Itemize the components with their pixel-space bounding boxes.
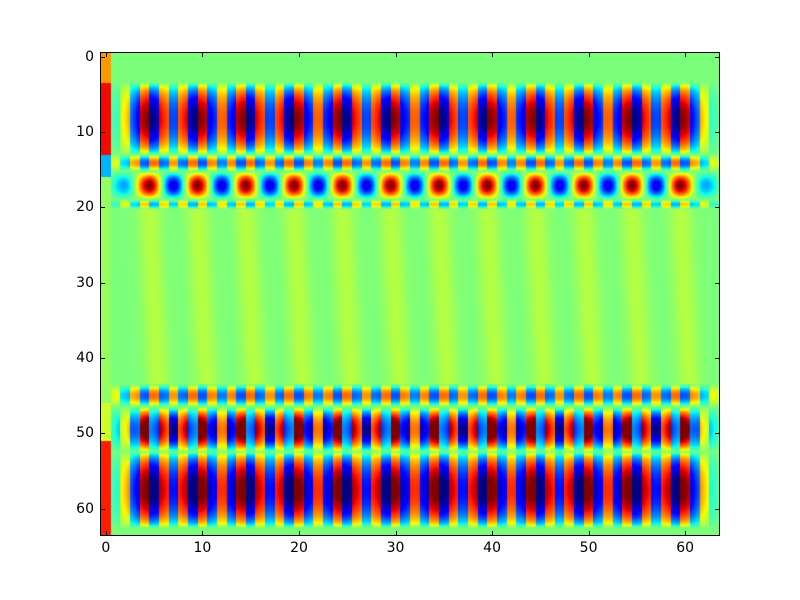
y-tick-label: 0 xyxy=(85,48,94,65)
y-tick-label: 60 xyxy=(76,500,94,517)
x-tick-label: 60 xyxy=(676,540,695,556)
heatmap-canvas xyxy=(101,53,719,535)
x-tick-label: 10 xyxy=(193,540,212,556)
y-tick-mark xyxy=(101,132,105,134)
y-tick-mark xyxy=(101,358,105,359)
y-tick-label: 40 xyxy=(76,350,94,366)
x-tick-mark xyxy=(202,53,204,57)
x-tick-mark xyxy=(105,53,107,57)
y-tick-mark xyxy=(101,207,105,209)
x-tick-label: 30 xyxy=(386,540,405,556)
y-tick-mark xyxy=(715,56,719,58)
x-tick-mark xyxy=(202,531,204,535)
y-tick-mark xyxy=(101,433,105,435)
y-tick-mark xyxy=(715,207,719,209)
x-tick-mark xyxy=(685,53,687,57)
x-tick-mark xyxy=(685,531,687,535)
y-tick-mark xyxy=(715,433,719,435)
y-tick-mark xyxy=(715,358,719,359)
x-tick-mark xyxy=(299,531,300,535)
x-tick-mark xyxy=(105,531,107,535)
y-tick-label: 50 xyxy=(76,425,94,442)
y-tick-label: 10 xyxy=(76,124,94,141)
x-tick-label: 40 xyxy=(483,540,502,556)
x-tick-label: 20 xyxy=(290,540,308,556)
y-tick-mark xyxy=(715,508,719,510)
x-tick-label: 0 xyxy=(101,540,111,556)
x-tick-mark xyxy=(492,53,494,57)
y-tick-label: 20 xyxy=(76,199,94,216)
x-tick-mark xyxy=(492,531,494,535)
y-tick-label: 30 xyxy=(76,274,94,291)
y-tick-mark xyxy=(715,282,719,284)
x-tick-mark xyxy=(588,531,590,535)
x-tick-mark xyxy=(395,53,397,57)
y-tick-mark xyxy=(715,132,719,134)
x-tick-mark xyxy=(395,531,397,535)
y-tick-mark xyxy=(101,56,105,58)
x-tick-mark xyxy=(588,53,590,57)
axes xyxy=(100,52,720,536)
y-tick-mark xyxy=(101,508,105,510)
x-tick-label: 50 xyxy=(579,540,598,556)
x-tick-mark xyxy=(299,53,300,57)
y-tick-mark xyxy=(101,282,105,284)
